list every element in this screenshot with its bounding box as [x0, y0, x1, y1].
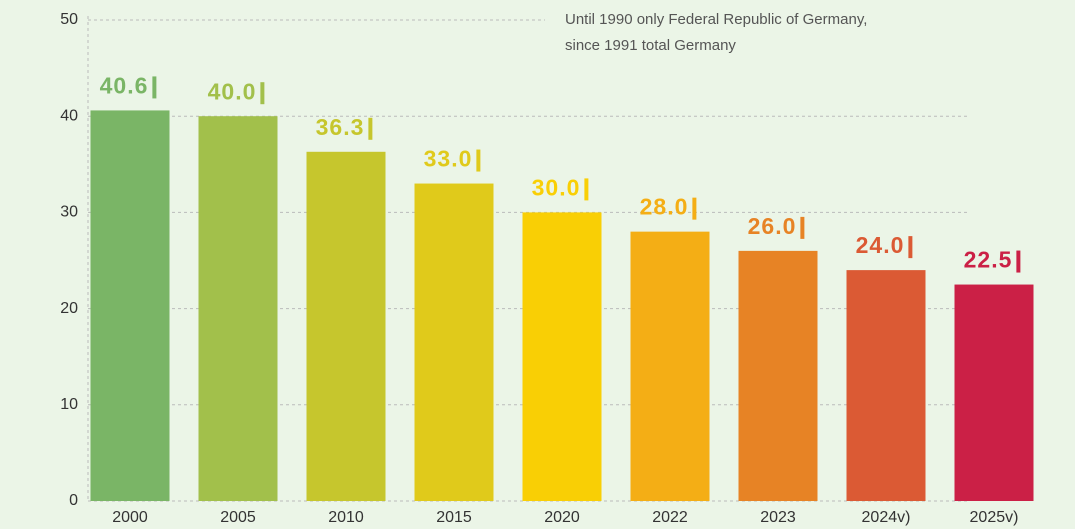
x-tick-label: 2010 — [328, 509, 364, 526]
x-tick-label: 2025v) — [970, 509, 1019, 526]
value-label: 30.0 — [532, 174, 581, 200]
x-tick-label: 2015 — [436, 509, 472, 526]
bar — [954, 284, 1034, 501]
bar — [414, 183, 494, 502]
label-accent — [368, 117, 373, 140]
bar — [90, 110, 170, 501]
y-tick-label: 20 — [60, 300, 78, 317]
x-tick-label: 2020 — [544, 509, 580, 526]
label-accent — [1016, 250, 1021, 273]
x-tick-label: 2023 — [760, 509, 796, 526]
label-accent — [800, 216, 805, 239]
bar — [846, 270, 926, 501]
bar — [522, 212, 602, 501]
label-accent — [260, 82, 265, 105]
bar — [306, 151, 386, 501]
x-tick-label: 2024v) — [862, 509, 911, 526]
label-accent — [692, 197, 697, 220]
value-label: 40.6 — [100, 73, 149, 99]
annotation: Until 1990 only Federal Republic of Germ… — [565, 11, 867, 28]
value-label: 33.0 — [424, 146, 473, 172]
value-label: 28.0 — [640, 194, 689, 220]
label-accent — [908, 236, 913, 259]
label-accent — [152, 76, 157, 99]
bar — [738, 250, 818, 501]
y-tick-label: 30 — [60, 204, 78, 221]
value-label: 24.0 — [856, 232, 905, 258]
value-label: 22.5 — [964, 247, 1013, 273]
y-tick-label: 0 — [69, 492, 78, 509]
x-tick-label: 2000 — [112, 509, 148, 526]
value-label: 26.0 — [748, 213, 797, 239]
label-accent — [584, 178, 589, 201]
annotation: since 1991 total Germany — [565, 37, 736, 54]
y-tick-label: 40 — [60, 107, 78, 124]
value-label: 36.3 — [316, 114, 365, 140]
bar — [198, 116, 278, 501]
x-tick-label: 2022 — [652, 509, 688, 526]
label-accent — [476, 149, 481, 172]
value-label: 40.0 — [208, 78, 257, 104]
bar — [630, 231, 710, 501]
y-tick-label: 50 — [60, 11, 78, 28]
y-tick-label: 10 — [60, 396, 78, 413]
x-tick-label: 2005 — [220, 509, 256, 526]
